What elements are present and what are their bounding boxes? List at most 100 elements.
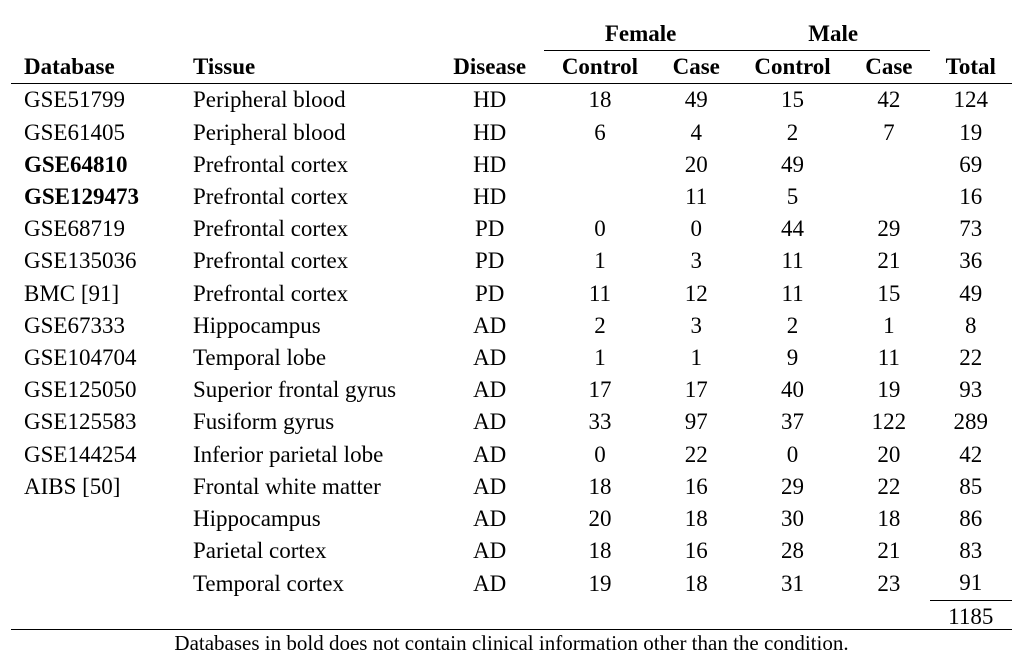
table-footer: 1185 — [11, 599, 1012, 633]
group-male-label: Male — [736, 18, 930, 52]
cell-disease: PD — [474, 248, 505, 274]
cell-database: GSE135036 — [24, 248, 137, 274]
cell-database: BMC [91] — [24, 280, 120, 306]
cell-total: 19 — [959, 119, 983, 145]
cell-tissue: Temporal cortex — [192, 570, 345, 596]
cell-database: GSE61405 — [24, 119, 125, 145]
cell-male-case: 15 — [877, 280, 901, 306]
cell-female-control: 18 — [588, 87, 612, 113]
cell-female-control: 0 — [594, 441, 606, 467]
cell-male-case: 11 — [877, 345, 900, 371]
cell-female-control: 6 — [594, 119, 606, 145]
cell-male-case: 21 — [877, 538, 901, 564]
cell-male-control: 37 — [781, 409, 805, 435]
cell-total: 16 — [959, 184, 983, 210]
cell-total: 289 — [953, 409, 989, 435]
cell-total: 8 — [965, 312, 977, 338]
cell-total: 42 — [959, 441, 983, 467]
cell-database: GSE125583 — [24, 409, 137, 435]
cell-disease: AD — [473, 506, 507, 532]
cell-total: 22 — [959, 345, 983, 371]
col-database-header: Database — [11, 51, 180, 85]
cell-tissue: Parietal cortex — [192, 538, 327, 564]
cell-database: GSE104704 — [24, 345, 137, 371]
cell-female-control: 1 — [594, 248, 606, 274]
cell-database: GSE125050 — [24, 377, 137, 403]
cell-male-case: 18 — [877, 506, 901, 532]
cell-tissue: Inferior parietal lobe — [192, 441, 384, 467]
cell-female-case: 97 — [684, 409, 708, 435]
cell-total: 93 — [959, 377, 983, 403]
cell-female-case: 49 — [684, 87, 708, 113]
dataset-table-container: Female Male Database Tissue Disease Cont… — [11, 18, 1012, 633]
cell-database: GSE144254 — [24, 441, 137, 467]
cell-database: GSE68719 — [24, 216, 125, 242]
cell-male-control: 28 — [781, 538, 805, 564]
cell-male-case: 19 — [877, 377, 901, 403]
header-column-row: Database Tissue Disease Control Case Con… — [11, 51, 1012, 85]
cell-female-control: 18 — [588, 538, 612, 564]
header-spacer-total — [930, 18, 1012, 51]
col-tissue-header: Tissue — [179, 51, 436, 85]
cell-tissue: Prefrontal cortex — [192, 280, 349, 306]
cell-female-control: 33 — [588, 409, 612, 435]
cell-male-control: 11 — [781, 280, 804, 306]
cell-male-control: 2 — [786, 119, 799, 145]
cell-disease: AD — [473, 473, 507, 499]
cell-male-case — [848, 181, 929, 213]
table-row: GSE129473 Prefrontal cortex HD 11 5 16 — [11, 181, 1012, 213]
cell-disease: HD — [473, 151, 507, 177]
table-row: GSE61405 Peripheral blood HD 6 4 2 7 19 — [11, 117, 1012, 149]
cell-database — [11, 535, 180, 567]
cell-female-control — [544, 181, 655, 213]
cell-disease: AD — [473, 312, 507, 338]
col-total-header: Total — [929, 51, 1012, 85]
cell-male-control: 11 — [781, 248, 804, 274]
cell-female-control: 2 — [594, 312, 606, 338]
cell-male-case: 20 — [877, 441, 901, 467]
cell-disease: AD — [473, 538, 507, 564]
table-row: GSE104704 Temporal lobe AD 1 1 9 11 22 — [11, 342, 1012, 374]
cell-male-case: 7 — [883, 119, 895, 145]
cell-total: 36 — [959, 248, 983, 274]
cell-tissue: Hippocampus — [192, 312, 321, 338]
cell-total: 124 — [953, 87, 989, 113]
grand-total-row: 1185 — [11, 599, 1012, 633]
cell-database: AIBS [50] — [24, 473, 121, 499]
cell-disease: AD — [473, 377, 507, 403]
cell-male-control: 40 — [781, 377, 805, 403]
cell-total: 86 — [959, 506, 983, 532]
table-row: GSE135036 Prefrontal cortex PD 1 3 11 21 36 — [11, 245, 1012, 277]
cell-female-case: 0 — [690, 216, 702, 242]
cell-female-case: 16 — [684, 538, 708, 564]
cell-male-control: 15 — [781, 87, 805, 113]
cell-female-control: 0 — [594, 216, 606, 242]
cell-female-case: 22 — [684, 441, 708, 467]
cell-male-control: 29 — [781, 473, 805, 499]
cell-total: 73 — [959, 216, 983, 242]
cell-male-control: 5 — [786, 184, 799, 210]
cell-database: GSE64810 — [24, 151, 128, 177]
cell-male-control: 44 — [781, 216, 805, 242]
cell-female-case: 16 — [684, 473, 708, 499]
cell-tissue: Prefrontal cortex — [192, 184, 349, 210]
group-female-label: Female — [544, 18, 737, 52]
cell-tissue: Temporal lobe — [192, 345, 327, 371]
cell-disease: HD — [473, 184, 507, 210]
cell-female-case: 4 — [690, 119, 702, 145]
cell-male-case: 42 — [877, 87, 901, 113]
cell-disease: HD — [473, 87, 507, 113]
cell-total: 49 — [959, 280, 983, 306]
cell-female-control: 11 — [588, 280, 612, 306]
grand-total-value: 1185 — [929, 599, 1012, 633]
table-header: Female Male Database Tissue Disease Cont… — [11, 18, 1012, 85]
table-row: GSE144254 Inferior parietal lobe AD 0 22 0 20 4… — [11, 439, 1012, 471]
table-row: GSE51799 Peripheral blood HD 18 49 15 42 124 — [11, 84, 1012, 117]
cell-total: 83 — [959, 538, 983, 564]
table-row: GSE125583 Fusiform gyrus AD 33 97 37 122 289 — [11, 406, 1012, 438]
cell-tissue: Prefrontal cortex — [192, 216, 349, 242]
col-male-case-header: Case — [848, 51, 930, 85]
table-row: GSE67333 Hippocampus AD 2 3 2 1 8 — [11, 310, 1012, 342]
cell-disease: AD — [473, 409, 507, 435]
table-row: Hippocampus AD 20 18 30 18 86 — [11, 503, 1012, 535]
